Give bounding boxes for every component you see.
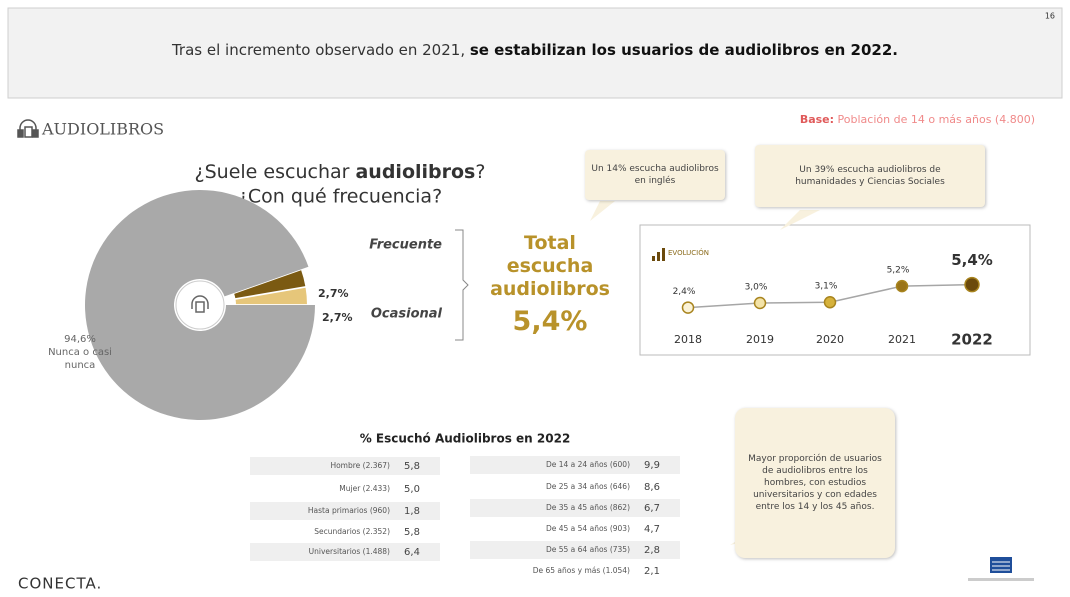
base-text: Población de 14 o más años (4.800) [834,113,1035,126]
row-value: 5,8 [404,527,420,538]
point-label: 3,0% [745,283,768,293]
row-value: 6,7 [644,503,660,514]
callout: Mayor proporción de usuarios de audiolib… [735,408,895,558]
question-1: ¿Suele escuchar audiolibros? [195,161,486,183]
pie-label: 94,6% Nunca o casi nunca [40,333,120,372]
row-label: Universitarios (1.488) [309,547,390,556]
table-title: % Escuchó Audiolibros en 2022 [360,432,571,446]
x-tick-label: 2019 [746,333,774,346]
row-label: De 14 a 24 años (600) [546,460,630,469]
header-band [7,7,1063,99]
pie-slice [235,287,307,305]
pie-slice [234,270,306,299]
line-point [681,301,695,314]
x-tick-label: 2022 [951,331,993,349]
callout: Un 14% escucha audiolibros en inglés [585,150,725,200]
row-value: 6,4 [404,547,420,558]
pie-category-label: Frecuente [369,238,442,253]
total-line: escucha [506,254,594,277]
line-point [823,295,837,309]
row-value: 2,1 [644,566,660,577]
row-label: De 45 a 54 años (903) [546,524,630,533]
row-label: Hombre (2.367) [330,461,390,470]
x-tick-label: 2021 [888,333,916,346]
section-title: AUDIOLIBROS [41,120,164,139]
pie-value-label: 2,7% [318,287,349,300]
total-label: Total escucha audiolibros 5,4% [480,232,620,339]
line-point [753,296,767,310]
row-label: Hasta primarios (960) [308,506,390,515]
total-line: audiolibros [490,277,610,300]
row-label: Mujer (2.433) [339,484,390,493]
line-point [964,276,980,293]
x-tick-label: 2020 [816,333,844,346]
table-row-bg [470,541,680,559]
q-part: ¿Suele escuchar [195,161,356,183]
row-value: 2,8 [644,545,660,556]
row-label: De 65 años y más (1.054) [533,566,630,575]
table-row-bg [250,457,440,475]
q-bold: audiolibros [355,161,475,183]
slide-title: Tras el incremento observado en 2021, se… [171,41,898,59]
pie-category-label: Nunca o casi nunca [48,347,112,371]
callout-tail [590,201,615,221]
row-label: De 55 a 64 años (735) [546,545,630,554]
callout: Un 39% escucha audiolibros de humanidade… [755,145,985,207]
point-label: 2,4% [673,287,696,297]
total-value: 5,4% [512,306,588,338]
row-value: 9,9 [644,460,660,471]
table-row-bg [470,499,680,517]
row-label: De 35 a 45 años (862) [546,503,630,512]
x-tick-label: 2018 [674,333,702,346]
page-number: 16 [1045,12,1055,21]
point-label: 5,4% [951,251,993,269]
pie-hole [175,280,225,330]
point-label: 3,1% [815,282,838,292]
pie-value-label: 2,7% [322,311,353,324]
row-label: De 25 a 34 años (646) [546,482,630,491]
row-label: Secundarios (2.352) [314,527,390,536]
evolution-box [639,224,1031,356]
title-regular: Tras el incremento observado en 2021, [171,41,470,59]
callout-tail [780,210,820,230]
q-part: ? [475,161,485,183]
pie-slice [85,189,316,420]
brand: CONECTA. [18,575,102,593]
bracket [455,229,469,341]
table-row-bg [250,543,440,561]
row-value: 4,7 [644,524,660,535]
table-row-bg [470,456,680,474]
table-row-bg [250,502,440,520]
pie-icon [191,295,209,309]
row-value: 1,8 [404,506,420,517]
line-point [895,279,909,293]
total-line: Total [524,232,576,254]
base-note: Base: Población de 14 o más años (4.800) [800,113,1035,126]
point-label: 5,2% [887,266,910,276]
base-label: Base: [800,113,834,126]
title-bold: se estabilizan los usuarios de audiolibr… [470,41,898,59]
question-2: ¿Con qué frecuencia? [238,186,442,208]
row-value: 5,8 [404,461,420,472]
audio-icon [17,119,39,138]
logo [968,557,1034,581]
pie-value-label: 94,6% [64,334,96,345]
row-value: 8,6 [644,482,660,493]
evolution-icon [652,248,665,261]
pie-icon [195,301,205,313]
line-title: EVOLUCIÓN [668,248,709,257]
pie-category-label: Ocasional [371,307,443,322]
row-value: 5,0 [404,484,420,495]
